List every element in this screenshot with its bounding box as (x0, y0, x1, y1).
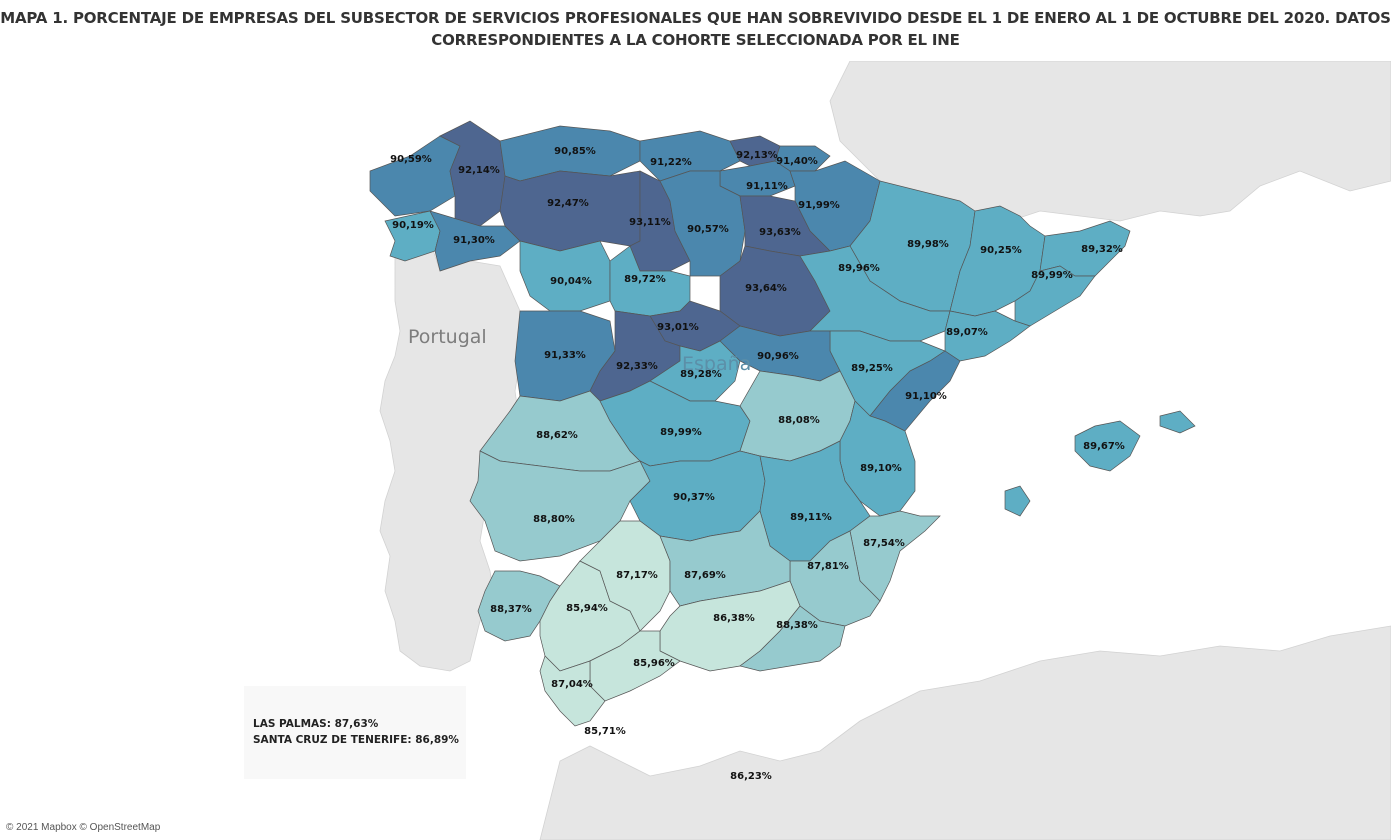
province-value-label: 86,23% (730, 771, 772, 782)
province-value-label: 91,10% (905, 391, 947, 402)
canarias-santa-cruz: SANTA CRUZ DE TENERIFE: 86,89% (253, 734, 459, 746)
map-title: MAPA 1. PORCENTAJE DE EMPRESAS DEL SUBSE… (0, 0, 1391, 60)
province-value-label: 92,14% (458, 165, 500, 176)
province-value-label: 89,25% (851, 363, 893, 374)
province-value-label: 89,07% (946, 327, 988, 338)
province-value-label: 91,40% (776, 156, 818, 167)
province-value-label: 93,64% (745, 283, 787, 294)
province-value-label: 93,01% (657, 322, 699, 333)
province-castellon[interactable] (869, 350, 961, 432)
province-value-label: 91,33% (544, 350, 586, 361)
province-value-label: 91,11% (746, 181, 788, 192)
province-almeria[interactable] (739, 605, 846, 672)
province-value-label: 89,98% (907, 239, 949, 250)
province-cadiz[interactable] (539, 655, 606, 727)
province-value-label: 89,99% (1031, 270, 1073, 281)
province-value-label: 90,37% (673, 492, 715, 503)
province-value-label: 85,71% (584, 726, 626, 737)
province-value-label: 92,33% (616, 361, 658, 372)
province-illes-balears[interactable] (1004, 410, 1196, 517)
province-huelva[interactable] (477, 570, 561, 642)
map-view[interactable]: Portugal España 90,59% 92,14% 90,85% 91,22%… (0, 61, 1391, 840)
province-leon[interactable] (499, 170, 641, 252)
province-value-label: 89,10% (860, 463, 902, 474)
province-value-label: 88,37% (490, 604, 532, 615)
land-france (829, 61, 1391, 222)
map-title-line-2: CORRESPONDIENTES A LA COHORTE SELECCIONA… (431, 31, 960, 49)
province-value-label: 86,38% (713, 613, 755, 624)
province-value-label: 89,28% (680, 369, 722, 380)
province-tarragona[interactable] (944, 310, 1031, 362)
map-title-line-1: MAPA 1. PORCENTAJE DE EMPRESAS DEL SUBSE… (0, 9, 1391, 27)
province-value-label: 90,25% (980, 245, 1022, 256)
province-value-label: 89,11% (790, 512, 832, 523)
province-value-label: 91,99% (798, 200, 840, 211)
province-value-label: 89,32% (1081, 244, 1123, 255)
province-value-label: 87,04% (551, 679, 593, 690)
province-value-label: 88,38% (776, 620, 818, 631)
province-zamora[interactable] (519, 240, 611, 312)
province-value-label: 90,57% (687, 224, 729, 235)
province-value-label: 85,94% (566, 603, 608, 614)
province-cordoba[interactable] (579, 520, 671, 632)
province-value-label: 92,13% (736, 150, 778, 161)
province-value-label: 89,72% (624, 274, 666, 285)
province-value-label: 93,11% (629, 217, 671, 228)
province-labels-layer: 90,59% 92,14% 90,85% 91,22% 92,13%91,40% 91,1… (390, 146, 1125, 782)
land-africa (539, 625, 1391, 840)
province-value-label: 89,99% (660, 427, 702, 438)
province-a-coruna[interactable] (369, 135, 461, 217)
province-value-label: 93,63% (759, 227, 801, 238)
provinces-layer (369, 120, 1196, 727)
province-value-label: 89,96% (838, 263, 880, 274)
province-value-label: 90,96% (757, 351, 799, 362)
country-label-espana: España (682, 353, 751, 375)
map-canvas[interactable]: Portugal España 90,59% 92,14% 90,85% 91,22%… (0, 61, 1391, 840)
province-value-label: 87,81% (807, 561, 849, 572)
province-value-label: 88,80% (533, 514, 575, 525)
province-value-label: 87,54% (863, 538, 905, 549)
province-ourense[interactable] (429, 210, 521, 272)
province-barcelona[interactable] (1014, 265, 1096, 327)
province-value-label: 90,19% (392, 220, 434, 231)
province-value-label: 88,08% (778, 415, 820, 426)
country-label-portugal: Portugal (408, 326, 487, 348)
province-value-label: 87,17% (616, 570, 658, 581)
canarias-legend-box: LAS PALMAS: 87,63% SANTA CRUZ DE TENERIF… (244, 686, 466, 779)
province-value-label: 89,67% (1083, 441, 1125, 452)
province-value-label: 90,85% (554, 146, 596, 157)
canarias-las-palmas: LAS PALMAS: 87,63% (253, 718, 379, 730)
province-value-label: 87,69% (684, 570, 726, 581)
province-value-label: 91,22% (650, 157, 692, 168)
province-value-label: 91,30% (453, 235, 495, 246)
province-value-label: 90,04% (550, 276, 592, 287)
map-attribution[interactable]: © 2021 Mapbox © OpenStreetMap (6, 822, 161, 833)
province-value-label: 85,96% (633, 658, 675, 669)
province-value-label: 88,62% (536, 430, 578, 441)
province-value-label: 92,47% (547, 198, 589, 209)
province-value-label: 90,59% (390, 154, 432, 165)
